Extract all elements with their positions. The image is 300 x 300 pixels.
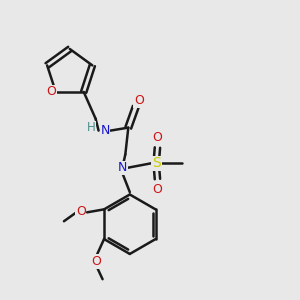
Text: O: O [152, 131, 162, 144]
Text: H: H [87, 121, 95, 134]
Text: O: O [152, 183, 162, 196]
Text: O: O [134, 94, 144, 107]
Text: O: O [76, 205, 86, 218]
Text: N: N [100, 124, 110, 137]
Text: N: N [118, 161, 127, 174]
Text: O: O [46, 85, 56, 98]
Text: O: O [92, 255, 102, 268]
Text: S: S [152, 156, 161, 170]
